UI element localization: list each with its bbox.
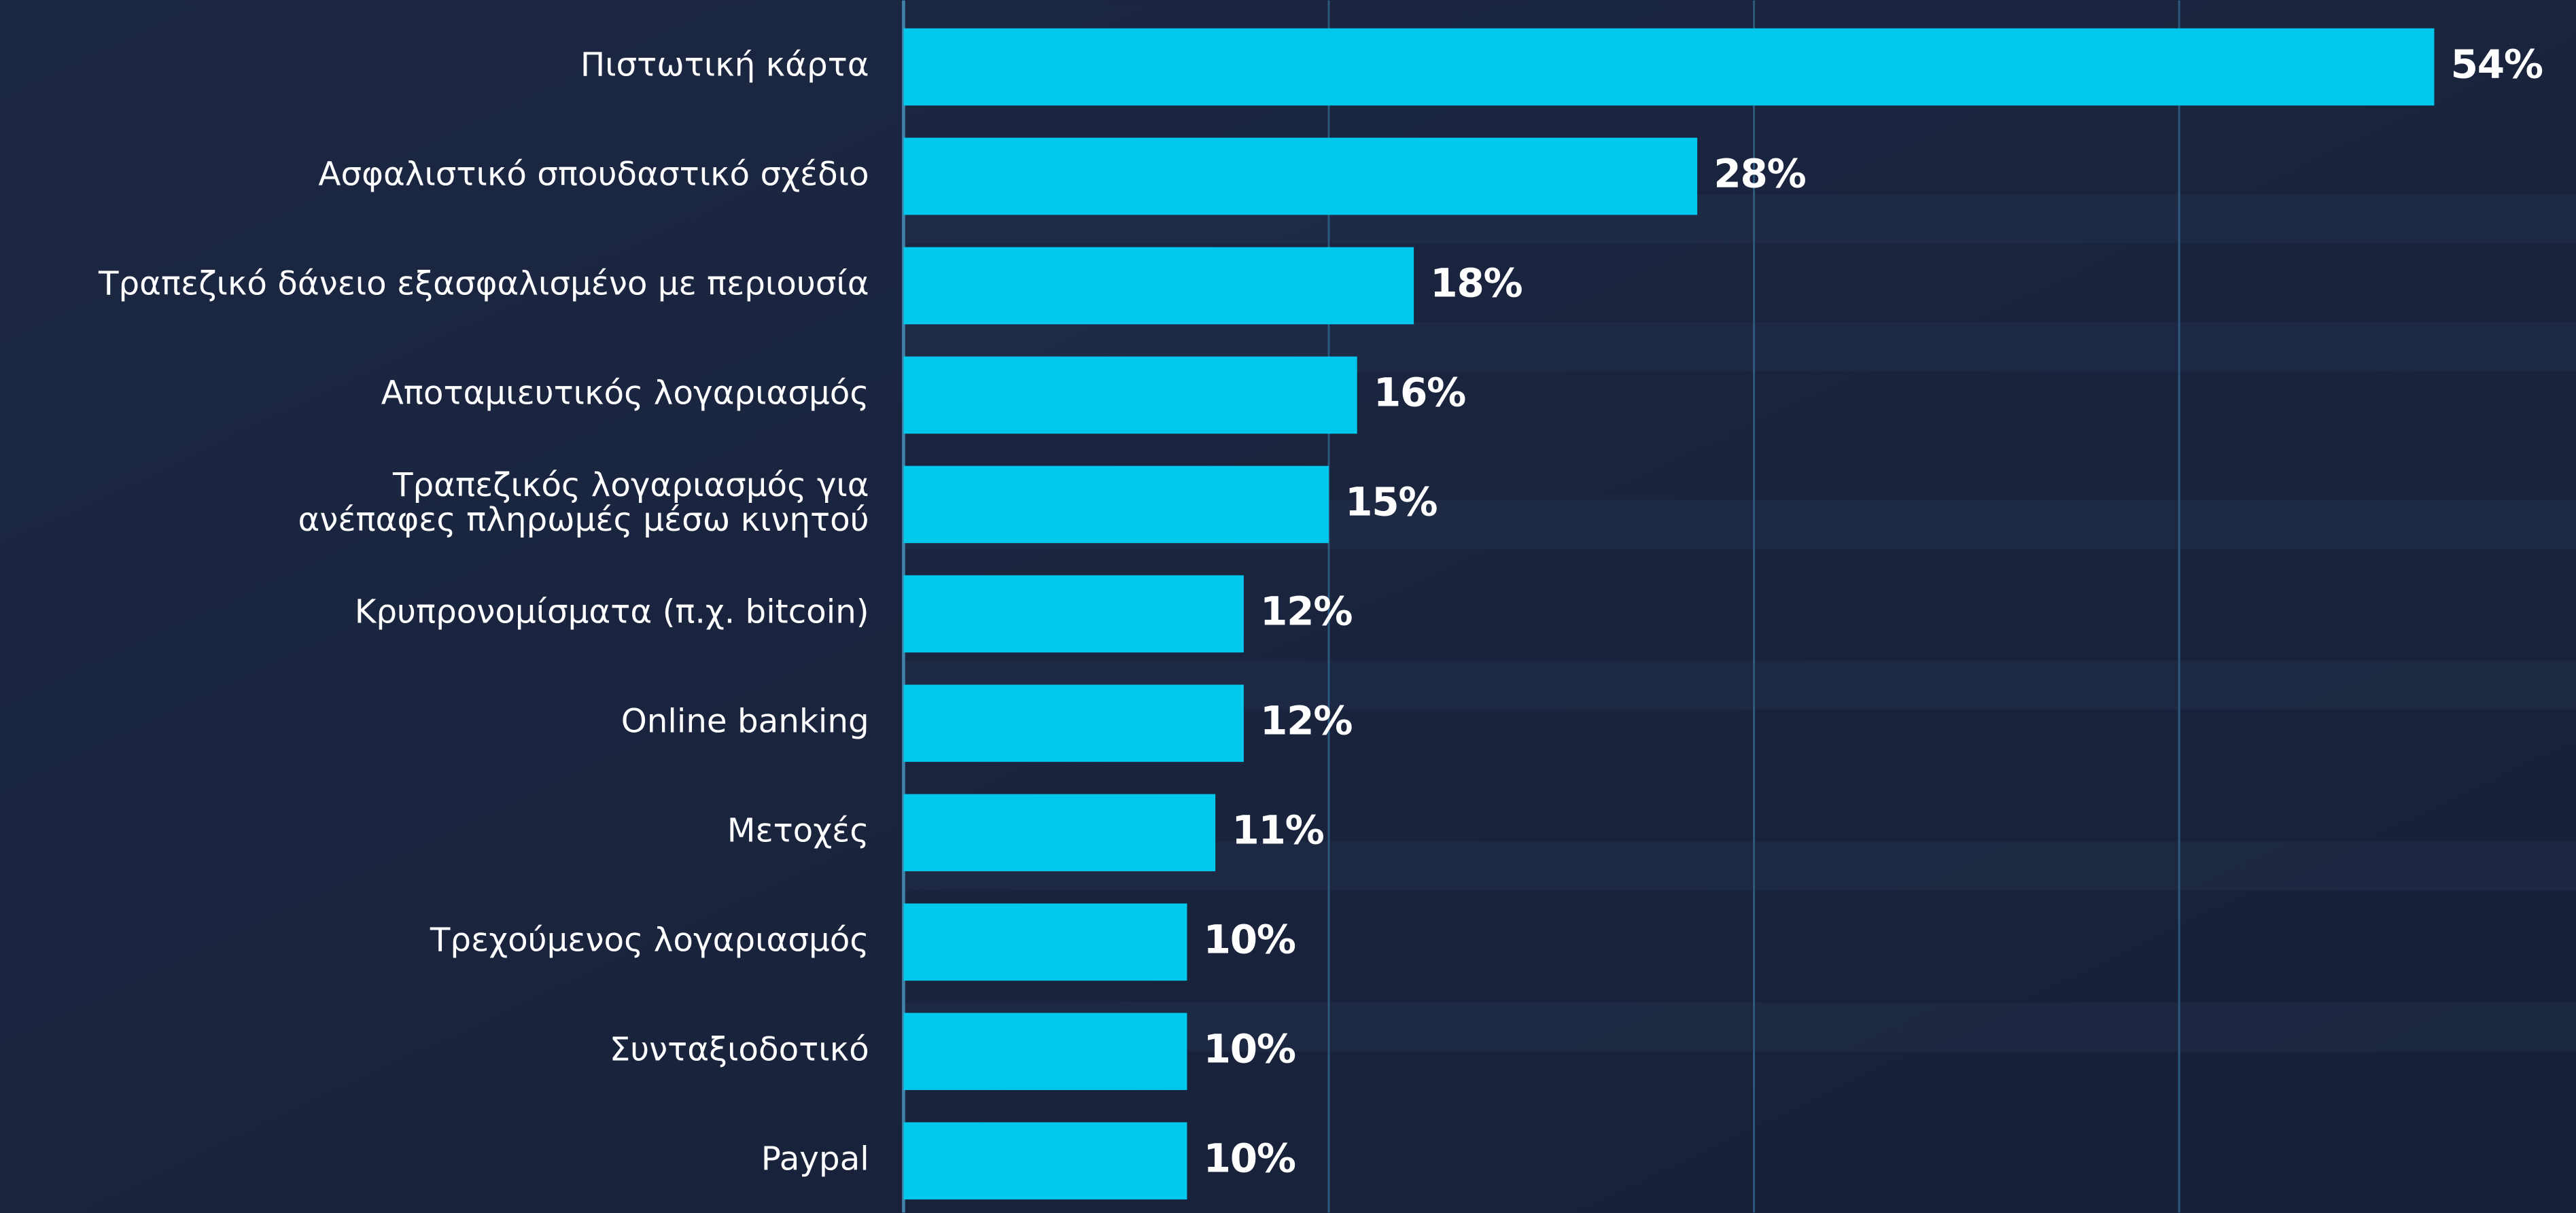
bar [903,1122,1187,1199]
value-label: 11% [1232,807,1323,853]
bar [903,29,2434,106]
bar [903,247,1414,325]
bar [903,138,1697,215]
bar [903,904,1187,981]
category-label: Τραπεζικό δάνειο εξασφαλισμένο με περιου… [98,264,869,302]
value-label: 12% [1260,697,1352,743]
category-label: Κρυπρονομίσματα (π.χ. bitcoin) [355,593,869,631]
chart: 54% Πιστωτική κάρτα 28% Ασφαλιστικό σπουδασ… [0,0,2576,1213]
value-label: 16% [1374,370,1465,416]
value-label: 54% [2451,41,2543,88]
value-label: 28% [1713,151,1805,197]
category-label: Paypal [761,1140,869,1178]
category-label: Πιστωτική κάρτα [580,46,869,84]
category-label: Online banking [621,702,869,740]
value-label: 15% [1345,479,1437,525]
category-label: Τρεχούμενος λογαριασμός [430,921,869,959]
bar [903,576,1243,653]
value-label: 18% [1430,260,1522,306]
bar [903,466,1329,544]
bar [903,685,1243,762]
category-label: Ασφαλιστικό σπουδαστικό σχέδιο [318,155,869,193]
value-label: 12% [1260,588,1352,634]
bar [903,1013,1187,1090]
page: {"chart_data": {"type": "hbar", "categor… [0,0,2576,1213]
bar [903,794,1215,872]
category-label: Συνταξιοδοτικό [610,1030,869,1068]
category-label: Μετοχές [727,811,869,849]
value-label: 10% [1204,1135,1295,1181]
bar [903,357,1357,434]
value-label: 10% [1204,916,1295,962]
value-label: 10% [1204,1025,1295,1072]
category-label: Αποταμιευτικός λογαριασμός [381,374,869,412]
